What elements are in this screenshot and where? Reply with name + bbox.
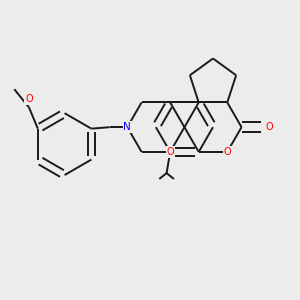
Text: O: O xyxy=(25,94,33,104)
Text: O: O xyxy=(266,122,273,132)
Text: N: N xyxy=(123,122,131,132)
Text: O: O xyxy=(166,147,174,157)
Text: O: O xyxy=(224,147,231,157)
